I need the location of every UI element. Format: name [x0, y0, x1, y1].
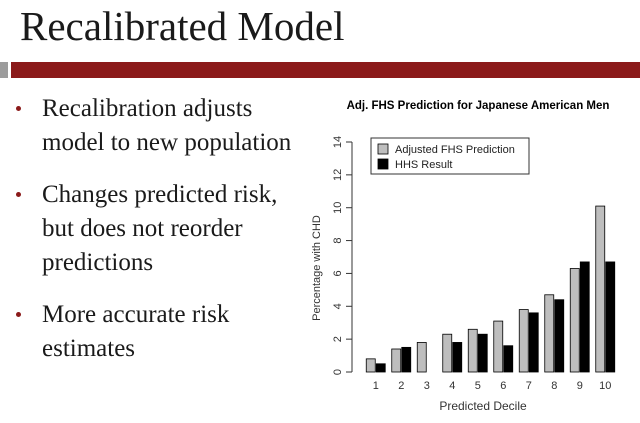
bar-hhs-result	[477, 333, 488, 373]
y-tick-label: 10	[332, 202, 344, 214]
x-tick-label: 5	[475, 380, 481, 392]
bar-hhs-result	[554, 299, 565, 373]
bullet-item: Recalibration adjusts model to new popul…	[16, 92, 306, 160]
legend-label: HHS Result	[395, 159, 452, 171]
bullet-item: Changes predicted risk, but does not reo…	[16, 178, 306, 280]
bar-adjusted-fhs	[569, 268, 580, 373]
x-tick-label: 10	[599, 380, 611, 392]
legend-box	[370, 137, 530, 175]
legend-label: Adjusted FHS Prediction	[395, 144, 515, 156]
bar-adjusted-fhs	[595, 205, 606, 373]
bullet-text: Recalibration adjusts model to new popul…	[42, 95, 292, 156]
bullet-list: Recalibration adjusts model to new popul…	[16, 92, 306, 384]
title-bar-red	[11, 62, 640, 78]
bars	[365, 205, 616, 373]
bar-hhs-result	[605, 261, 616, 373]
y-axis-label: Percentage with CHD	[311, 215, 323, 321]
y-tick-label: 12	[332, 169, 344, 181]
slide-title: Recalibrated Model	[20, 3, 345, 49]
y-tick-label: 0	[332, 369, 344, 375]
bar-chart: Adj. FHS Prediction for Japanese America…	[311, 100, 616, 413]
bullet-text: More accurate risk estimates	[42, 301, 230, 362]
chart: Adj. FHS Prediction for Japanese America…	[300, 92, 640, 423]
x-tick-label: 6	[500, 380, 506, 392]
bar-adjusted-fhs	[442, 333, 453, 373]
y-tick-label: 2	[332, 336, 344, 342]
legend-swatch-adjusted-fhs	[377, 143, 389, 155]
bar-adjusted-fhs	[391, 348, 402, 373]
bar-hhs-result	[579, 261, 590, 373]
x-tick-label: 7	[526, 380, 532, 392]
x-axis: 1 2 3 4 5 6 7 8 9 10	[373, 380, 612, 392]
y-axis: 0 2 4 6 8 10 12 14	[332, 136, 353, 375]
x-tick-label: 2	[398, 380, 404, 392]
y-tick-label: 4	[332, 303, 344, 309]
x-tick-label: 4	[449, 380, 455, 392]
bar-hhs-result	[528, 312, 539, 373]
title-bar-grey	[0, 62, 8, 78]
bullet-dot-icon	[16, 312, 21, 317]
bar-adjusted-fhs	[518, 309, 529, 373]
bullet-item: More accurate risk estimates	[16, 298, 306, 366]
x-tick-label: 3	[424, 380, 430, 392]
bar-hhs-result	[375, 363, 386, 373]
bar-adjusted-fhs	[467, 328, 478, 373]
bar-hhs-result	[503, 345, 514, 373]
x-tick-label: 1	[373, 380, 379, 392]
bullet-dot-icon	[16, 106, 21, 111]
bar-hhs-result	[452, 342, 463, 373]
chart-title: Adj. FHS Prediction for Japanese America…	[347, 100, 610, 112]
bar-adjusted-fhs	[416, 342, 427, 373]
legend-swatch-hhs-result	[377, 158, 389, 170]
bullet-dot-icon	[16, 192, 21, 197]
legend: Adjusted FHS Prediction HHS Result	[370, 137, 530, 175]
y-tick-label: 14	[332, 136, 344, 148]
y-tick-label: 6	[332, 270, 344, 276]
x-tick-label: 9	[577, 380, 583, 392]
bar-adjusted-fhs	[365, 358, 376, 373]
x-axis-label: Predicted Decile	[439, 399, 527, 413]
bullet-text: Changes predicted risk, but does not reo…	[42, 181, 278, 276]
bar-hhs-result	[401, 346, 412, 373]
bar-adjusted-fhs	[493, 320, 504, 373]
y-tick-label: 8	[332, 238, 344, 244]
x-tick-label: 8	[551, 380, 557, 392]
bar-adjusted-fhs	[544, 294, 555, 373]
